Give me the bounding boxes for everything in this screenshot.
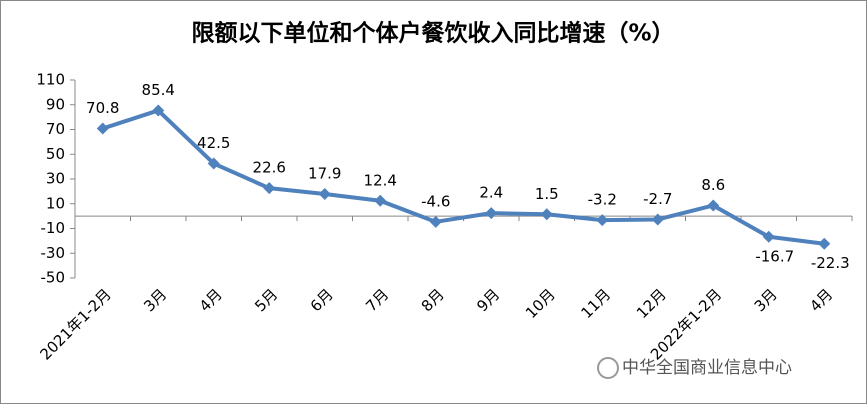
data-label: 22.6 (253, 159, 286, 177)
chart-title: 限额以下单位和个体户餐饮收入同比增速（%） (191, 20, 674, 47)
y-tick-label: 30 (46, 170, 65, 188)
watermark-icon (597, 357, 619, 379)
data-label: 17.9 (308, 164, 341, 182)
marker (429, 215, 442, 228)
marker (318, 187, 331, 200)
data-label: 12.4 (364, 171, 397, 189)
line (102, 108, 825, 246)
y-tick-label: 10 (46, 194, 65, 212)
data-label: 2.4 (479, 184, 503, 202)
data-label: 70.8 (86, 99, 119, 117)
data-label: -3.2 (588, 191, 617, 209)
y-tick-label: -10 (41, 219, 66, 237)
marker (152, 104, 165, 117)
watermark-text: 中华全国商业信息中心 (622, 358, 792, 378)
marker (596, 214, 609, 227)
marker (96, 122, 109, 135)
marker (818, 237, 831, 250)
data-label: -2.7 (643, 190, 672, 208)
marker (762, 230, 775, 243)
y-tick-label: 70 (46, 120, 65, 138)
y-tick-label: -50 (41, 269, 66, 287)
data-label: 42.5 (197, 134, 230, 152)
marker (374, 194, 387, 207)
data-label: 8.6 (701, 176, 725, 194)
y-tick-label: 90 (46, 95, 65, 113)
y-tick-label: 50 (46, 145, 65, 163)
marker (485, 207, 498, 220)
marker (540, 208, 553, 221)
data-label: -22.3 (811, 254, 850, 272)
y-tick-label: -30 (41, 244, 66, 262)
data-label: -16.7 (755, 247, 794, 265)
marker (263, 182, 276, 195)
marker (707, 199, 720, 212)
data-label: 85.4 (142, 81, 175, 99)
data-label: 1.5 (535, 185, 559, 203)
marker (651, 213, 664, 226)
y-tick-label: 110 (36, 71, 65, 89)
data-label: -4.6 (421, 192, 450, 210)
watermark: 中华全国商业信息中心 (597, 357, 792, 379)
marker (207, 157, 220, 170)
